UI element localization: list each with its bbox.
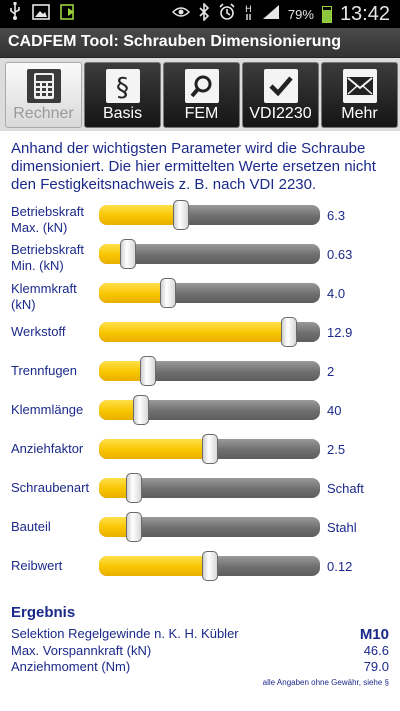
slider-betriebskraft-max[interactable] xyxy=(99,200,320,230)
slider-handle[interactable] xyxy=(139,356,156,386)
slider-fill xyxy=(99,205,181,225)
param-label: Trennfugen xyxy=(11,363,78,378)
svg-text:§: § xyxy=(116,73,129,100)
tab-label: Basis xyxy=(102,105,143,122)
result-row: Max. Vorspannkraft (kN) 46.6 xyxy=(11,643,389,658)
slider-klemmkraft[interactable] xyxy=(99,278,320,308)
tab-label: VDI2230 xyxy=(249,105,312,122)
eye-icon xyxy=(171,5,190,23)
results-title: Ergebnis xyxy=(11,604,76,621)
slider-handle[interactable] xyxy=(159,278,176,308)
slider-fill xyxy=(99,283,168,303)
param-label: Schraubenart xyxy=(11,480,90,495)
result-row: Anziehmoment (Nm) 79.0 xyxy=(11,659,389,674)
result-row: Selektion Regelgewinde n. K. H. Kübler M… xyxy=(11,626,389,643)
param-label: Klemmkraft (kN) xyxy=(11,281,77,312)
result-value: 46.6 xyxy=(363,643,389,658)
disclaimer-link[interactable]: alle Angaben ohne Gewähr, siehe § xyxy=(262,678,389,687)
signal-icon xyxy=(262,4,280,25)
tab-label: Rechner xyxy=(13,105,74,122)
paragraph-icon: § xyxy=(106,69,140,103)
result-label: Selektion Regelgewinde n. K. H. Kübler xyxy=(11,626,239,641)
alarm-icon xyxy=(218,2,236,26)
param-label: Werkstoff xyxy=(11,324,66,339)
slider-anziehfaktor[interactable] xyxy=(99,434,320,464)
usb-icon xyxy=(8,2,22,26)
battery-icon xyxy=(321,5,332,23)
param-value: 12.9 xyxy=(327,325,353,340)
slider-fill xyxy=(99,478,135,498)
param-value: 0.63 xyxy=(327,247,353,262)
result-value: M10 xyxy=(359,626,389,643)
slider-betriebskraft-min[interactable] xyxy=(99,239,320,269)
checkmark-icon xyxy=(264,69,298,103)
param-value: 0.12 xyxy=(327,559,353,574)
result-label: Anziehmoment (Nm) xyxy=(11,659,131,674)
slider-fill xyxy=(99,517,135,537)
param-value: 2.5 xyxy=(327,442,346,457)
slider-bauteil[interactable] xyxy=(99,512,320,542)
app-title: CADFEM Tool: Schrauben Dimensionierung xyxy=(8,33,342,50)
status-bar: H 79% 13:42 xyxy=(0,0,400,28)
magnifier-icon xyxy=(185,69,219,103)
slider-fill xyxy=(99,556,210,576)
tab-bar: Rechner § Basis FEM VDI2230 Mehr xyxy=(0,58,400,131)
param-label: Bauteil xyxy=(11,519,51,534)
intro-text: Anhand der wichtigsten Parameter wird di… xyxy=(11,140,376,193)
tab-label: Mehr xyxy=(341,105,378,122)
param-label: Reibwert xyxy=(11,558,63,573)
slider-handle[interactable] xyxy=(172,200,189,230)
param-value: Schaft xyxy=(327,481,364,496)
slider-handle[interactable] xyxy=(126,512,143,542)
param-value: 40 xyxy=(327,403,342,418)
clock: 13:42 xyxy=(339,2,390,25)
slider-werkstoff[interactable] xyxy=(99,317,320,347)
param-value: 4.0 xyxy=(327,286,346,301)
slider-fill xyxy=(99,400,141,420)
slider-trennfugen[interactable] xyxy=(99,356,320,386)
param-value: 2 xyxy=(327,364,335,379)
slider-handle[interactable] xyxy=(201,434,218,464)
slider-handle[interactable] xyxy=(132,395,149,425)
param-label: Klemmlänge xyxy=(11,402,84,417)
param-value: Stahl xyxy=(327,520,357,535)
hspa-icon: H xyxy=(244,3,254,26)
app-title-bar: CADFEM Tool: Schrauben Dimensionierung xyxy=(0,28,400,58)
param-label: Anziehfaktor xyxy=(11,441,84,456)
tab-fem[interactable]: FEM xyxy=(163,62,240,128)
slider-fill xyxy=(99,439,210,459)
svg-text:H: H xyxy=(245,5,252,15)
slider-fill xyxy=(99,322,290,342)
slider-handle[interactable] xyxy=(119,239,136,269)
slider-fill xyxy=(99,361,148,381)
tab-basis[interactable]: § Basis xyxy=(84,62,161,128)
tab-rechner[interactable]: Rechner xyxy=(5,62,82,128)
slider-handle[interactable] xyxy=(281,317,298,347)
param-value: 6.3 xyxy=(327,208,346,223)
param-label: Betriebskraft Max. (kN) xyxy=(11,204,84,235)
result-value: 79.0 xyxy=(363,659,389,674)
param-label: Betriebskraft Min. (kN) xyxy=(11,242,84,273)
slider-handle[interactable] xyxy=(201,551,218,581)
tab-vdi2230[interactable]: VDI2230 xyxy=(242,62,319,128)
slider-handle[interactable] xyxy=(126,473,143,503)
bluetooth-icon xyxy=(198,1,210,26)
result-label: Max. Vorspannkraft (kN) xyxy=(11,643,152,658)
slider-klemmlaenge[interactable] xyxy=(99,395,320,425)
calculator-icon xyxy=(27,69,61,103)
envelope-icon xyxy=(343,69,377,103)
slider-schraubenart[interactable] xyxy=(99,473,320,503)
image-icon xyxy=(32,3,50,25)
tab-mehr[interactable]: Mehr xyxy=(321,62,398,128)
download-icon xyxy=(60,3,76,26)
battery-percent: 79% xyxy=(287,6,314,22)
tab-label: FEM xyxy=(184,105,219,122)
slider-reibwert[interactable] xyxy=(99,551,320,581)
